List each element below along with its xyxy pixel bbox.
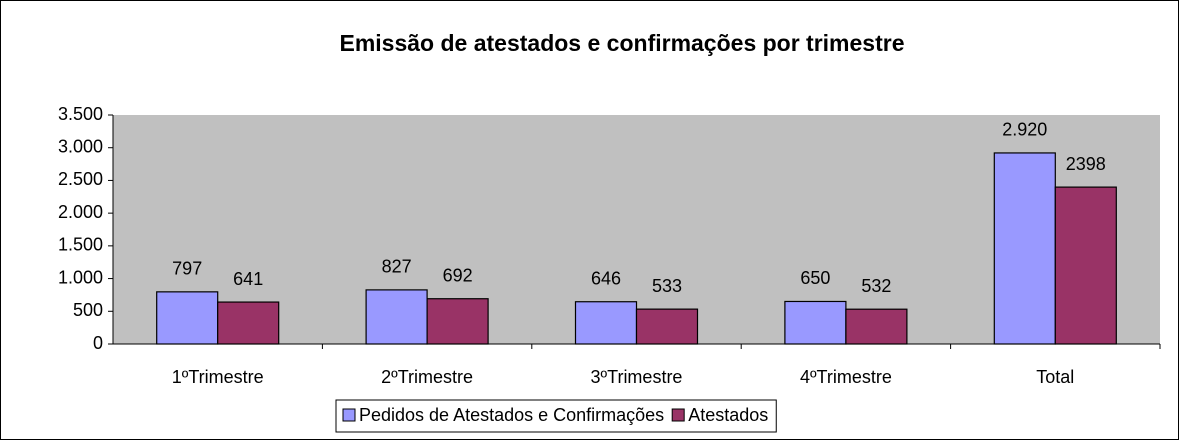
data-label: 2398 <box>1066 154 1106 174</box>
data-label: 2.920 <box>1002 120 1047 140</box>
bar <box>845 308 908 345</box>
legend-label: Atestados <box>688 405 768 425</box>
bar <box>784 300 847 345</box>
x-tick-label: 4ºTrimestre <box>800 367 892 387</box>
x-tick-label: 2ºTrimestre <box>381 367 473 387</box>
bar <box>217 301 280 345</box>
data-label: 641 <box>233 269 263 289</box>
x-tick-label: 1ºTrimestre <box>172 367 264 387</box>
x-tick-label: 3ºTrimestre <box>591 367 683 387</box>
bar <box>574 301 638 345</box>
y-tick-label: 0 <box>93 333 103 353</box>
data-label: 533 <box>652 276 682 296</box>
bar <box>635 308 699 345</box>
bar <box>156 291 219 345</box>
legend-swatch <box>671 408 685 422</box>
y-tick-label: 2.500 <box>58 169 103 189</box>
y-tick-label: 500 <box>73 300 103 320</box>
data-label: 827 <box>382 257 412 277</box>
bar <box>365 289 428 345</box>
data-label: 650 <box>800 268 830 288</box>
legend-swatch <box>342 408 356 422</box>
bar <box>426 298 489 345</box>
bar <box>1054 186 1117 345</box>
legend-label: Pedidos de Atestados e Confirmações <box>359 405 664 425</box>
data-label: 646 <box>591 268 621 288</box>
y-tick-label: 2.000 <box>58 202 103 222</box>
chart-title: Emissão de atestados e confirmações por … <box>340 30 905 56</box>
y-tick-label: 1.500 <box>58 235 103 255</box>
y-tick-label: 3.500 <box>58 104 103 124</box>
x-tick-label: Total <box>1036 367 1074 387</box>
y-tick-label: 3.000 <box>58 136 103 156</box>
bar <box>993 152 1056 345</box>
data-label: 532 <box>861 276 891 296</box>
y-tick-label: 1.000 <box>58 267 103 287</box>
legend-box <box>335 399 777 433</box>
data-label: 692 <box>443 265 473 285</box>
data-label: 797 <box>172 259 202 279</box>
